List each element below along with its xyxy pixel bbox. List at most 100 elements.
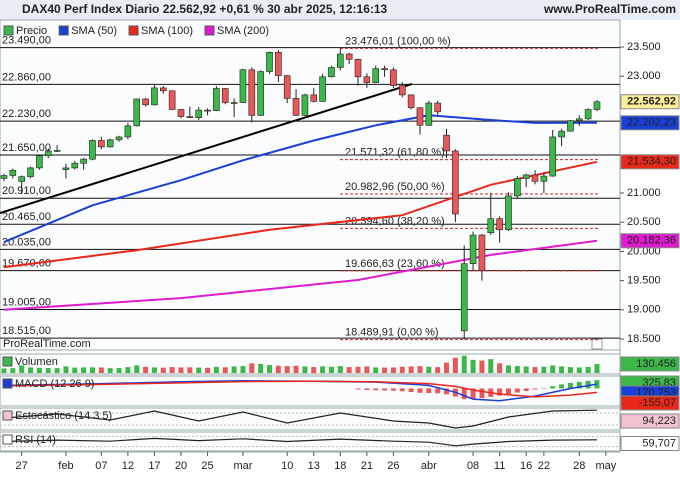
x-tick-label: 22	[538, 460, 550, 472]
x-tick-label: 10	[281, 460, 293, 472]
volume-bar	[399, 366, 405, 373]
macd-bar	[382, 388, 388, 391]
price-box	[620, 154, 680, 170]
candle-body	[283, 75, 291, 99]
level-label: 21.650,00	[2, 142, 51, 154]
level-label: 18.515,00	[2, 325, 51, 337]
candle-body	[301, 94, 309, 116]
volume-bar	[302, 366, 308, 373]
y-tick-label: 23.000	[627, 70, 661, 82]
fib-label: 21.571,32 (61,80 %)	[345, 147, 445, 159]
volume-bar	[178, 367, 184, 373]
candle-body	[18, 176, 25, 182]
volume-bar	[470, 359, 476, 373]
candle-body	[558, 130, 565, 138]
site: www.ProRealTime.com	[543, 2, 676, 16]
candle-body	[89, 140, 96, 160]
candle-body	[487, 218, 495, 234]
macd-bar	[550, 386, 556, 389]
macd-bar	[364, 388, 370, 390]
volume-bar	[1, 368, 7, 373]
x-tick-label: 25	[201, 460, 213, 472]
volume-bar	[576, 367, 582, 373]
candle-body	[337, 53, 344, 68]
macd-bar	[373, 388, 379, 391]
candle-body	[514, 178, 521, 197]
candle-body	[115, 136, 123, 141]
legend-swatch	[128, 25, 139, 36]
price-label: 20.182,36	[627, 235, 676, 247]
price-label: -155,07	[639, 397, 676, 409]
panel-swatch	[2, 378, 13, 389]
y-tick-label: 20.500	[627, 216, 661, 228]
volume-bar	[134, 365, 140, 373]
volume-bar	[594, 363, 600, 373]
x-tick-label: abr	[421, 460, 437, 472]
candle-body	[416, 107, 424, 126]
macd-bar	[470, 388, 476, 399]
legend-swatch	[204, 25, 215, 36]
volume-bar	[355, 366, 361, 373]
candle-body	[27, 167, 34, 177]
candle-body	[549, 136, 557, 177]
volume-bar	[567, 367, 573, 373]
volume-bar	[116, 368, 122, 373]
candle-body	[151, 87, 158, 106]
x-tick-label: 13	[308, 460, 320, 472]
level-label: 20.465,00	[2, 211, 51, 223]
candle-body	[469, 234, 477, 264]
macd-bar	[444, 388, 450, 395]
candle-body	[62, 167, 70, 170]
series-line	[3, 409, 598, 429]
volume-bar	[461, 355, 467, 373]
macd-bar	[417, 388, 423, 393]
candle-body	[186, 116, 194, 118]
fib-label: 18.489,91 (0,00 %)	[345, 327, 439, 339]
volume-bar	[275, 365, 281, 373]
x-tick-label: 21	[361, 460, 373, 472]
volume-bar	[452, 357, 458, 373]
candle-body	[575, 118, 583, 121]
volume-bar	[107, 368, 113, 373]
candle-body	[133, 98, 141, 127]
macd-bar	[390, 388, 396, 391]
volume-bar	[435, 367, 441, 373]
candle-body	[443, 134, 450, 152]
volume-bar	[143, 366, 149, 373]
price-label: 130.456	[636, 358, 676, 370]
macd-bar	[567, 382, 573, 389]
legend-label: SMA (100)	[141, 25, 193, 37]
x-tick-label: 28	[573, 460, 585, 472]
candle-body	[71, 162, 79, 169]
level-label: 23.490,00	[2, 35, 51, 47]
candle-body	[372, 68, 380, 83]
volume-bar	[320, 366, 326, 373]
x-tick-label: 08	[467, 460, 479, 472]
x-tick-label: 11	[494, 460, 505, 472]
header-bar	[0, 0, 680, 20]
series-line	[3, 114, 598, 244]
volume-bar	[328, 366, 334, 373]
candle-body	[452, 150, 459, 215]
volume-bar	[169, 367, 175, 373]
price-box	[620, 233, 680, 249]
watermark: ProRealTime.com	[3, 338, 91, 350]
trend-line	[0, 83, 413, 214]
candle-body	[275, 51, 282, 76]
candle-body	[248, 69, 256, 116]
volume-bar	[390, 367, 396, 373]
macd-bar	[426, 388, 432, 394]
candle-body	[266, 51, 273, 72]
volume-bar	[72, 367, 78, 373]
price-box	[620, 356, 680, 372]
candle-body	[195, 109, 203, 118]
price-box	[620, 94, 680, 110]
panel-title: Volumen	[15, 356, 58, 368]
legend-label: SMA (50)	[71, 25, 117, 37]
x-tick-label: 16	[520, 460, 532, 472]
x-tick-label: feb	[58, 460, 73, 472]
candle-body	[345, 53, 353, 60]
candle-body	[381, 68, 388, 71]
volume-bar	[541, 366, 547, 373]
volume-bar	[151, 367, 157, 373]
